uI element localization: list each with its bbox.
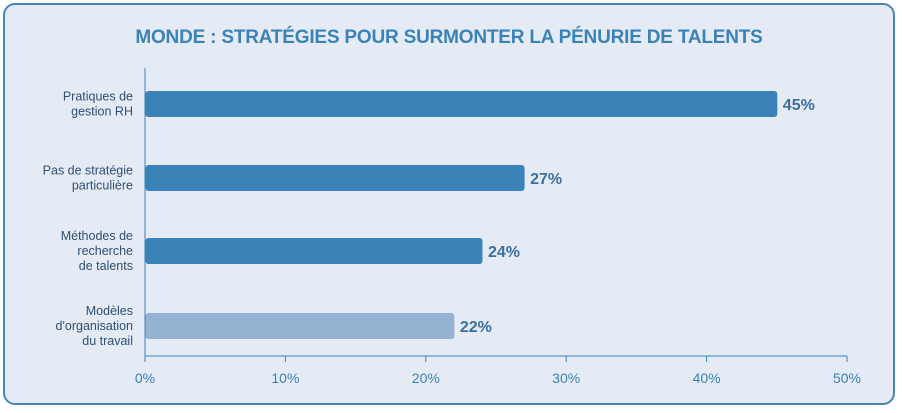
category-label: recherche [77, 244, 133, 258]
x-tick-label: 0% [135, 370, 155, 386]
category-label: de talents [79, 259, 133, 273]
x-tick-label: 20% [412, 370, 440, 386]
bar [145, 238, 483, 264]
x-tick-label: 50% [833, 370, 861, 386]
bar [145, 165, 525, 191]
value-label: 24% [488, 244, 520, 261]
bar [145, 313, 455, 339]
category-label: gestion RH [71, 105, 133, 119]
category-label: du travail [82, 334, 133, 348]
category-label: Pratiques de [63, 90, 133, 104]
value-label: 45% [783, 97, 815, 114]
value-label: 22% [460, 319, 492, 336]
category-label: Pas de stratégie [43, 164, 133, 178]
chart-title: MONDE : STRATÉGIES POUR SURMONTER LA PÉN… [135, 27, 763, 48]
category-label: Méthodes de [61, 229, 133, 243]
category-label: d'organisation [56, 319, 133, 333]
category-label: Modèles [86, 304, 133, 318]
x-tick-label: 40% [693, 370, 721, 386]
x-tick-label: 30% [552, 370, 580, 386]
bar [145, 91, 778, 117]
category-label: particulière [72, 179, 133, 193]
x-tick-label: 10% [271, 370, 299, 386]
value-label: 27% [530, 171, 562, 188]
